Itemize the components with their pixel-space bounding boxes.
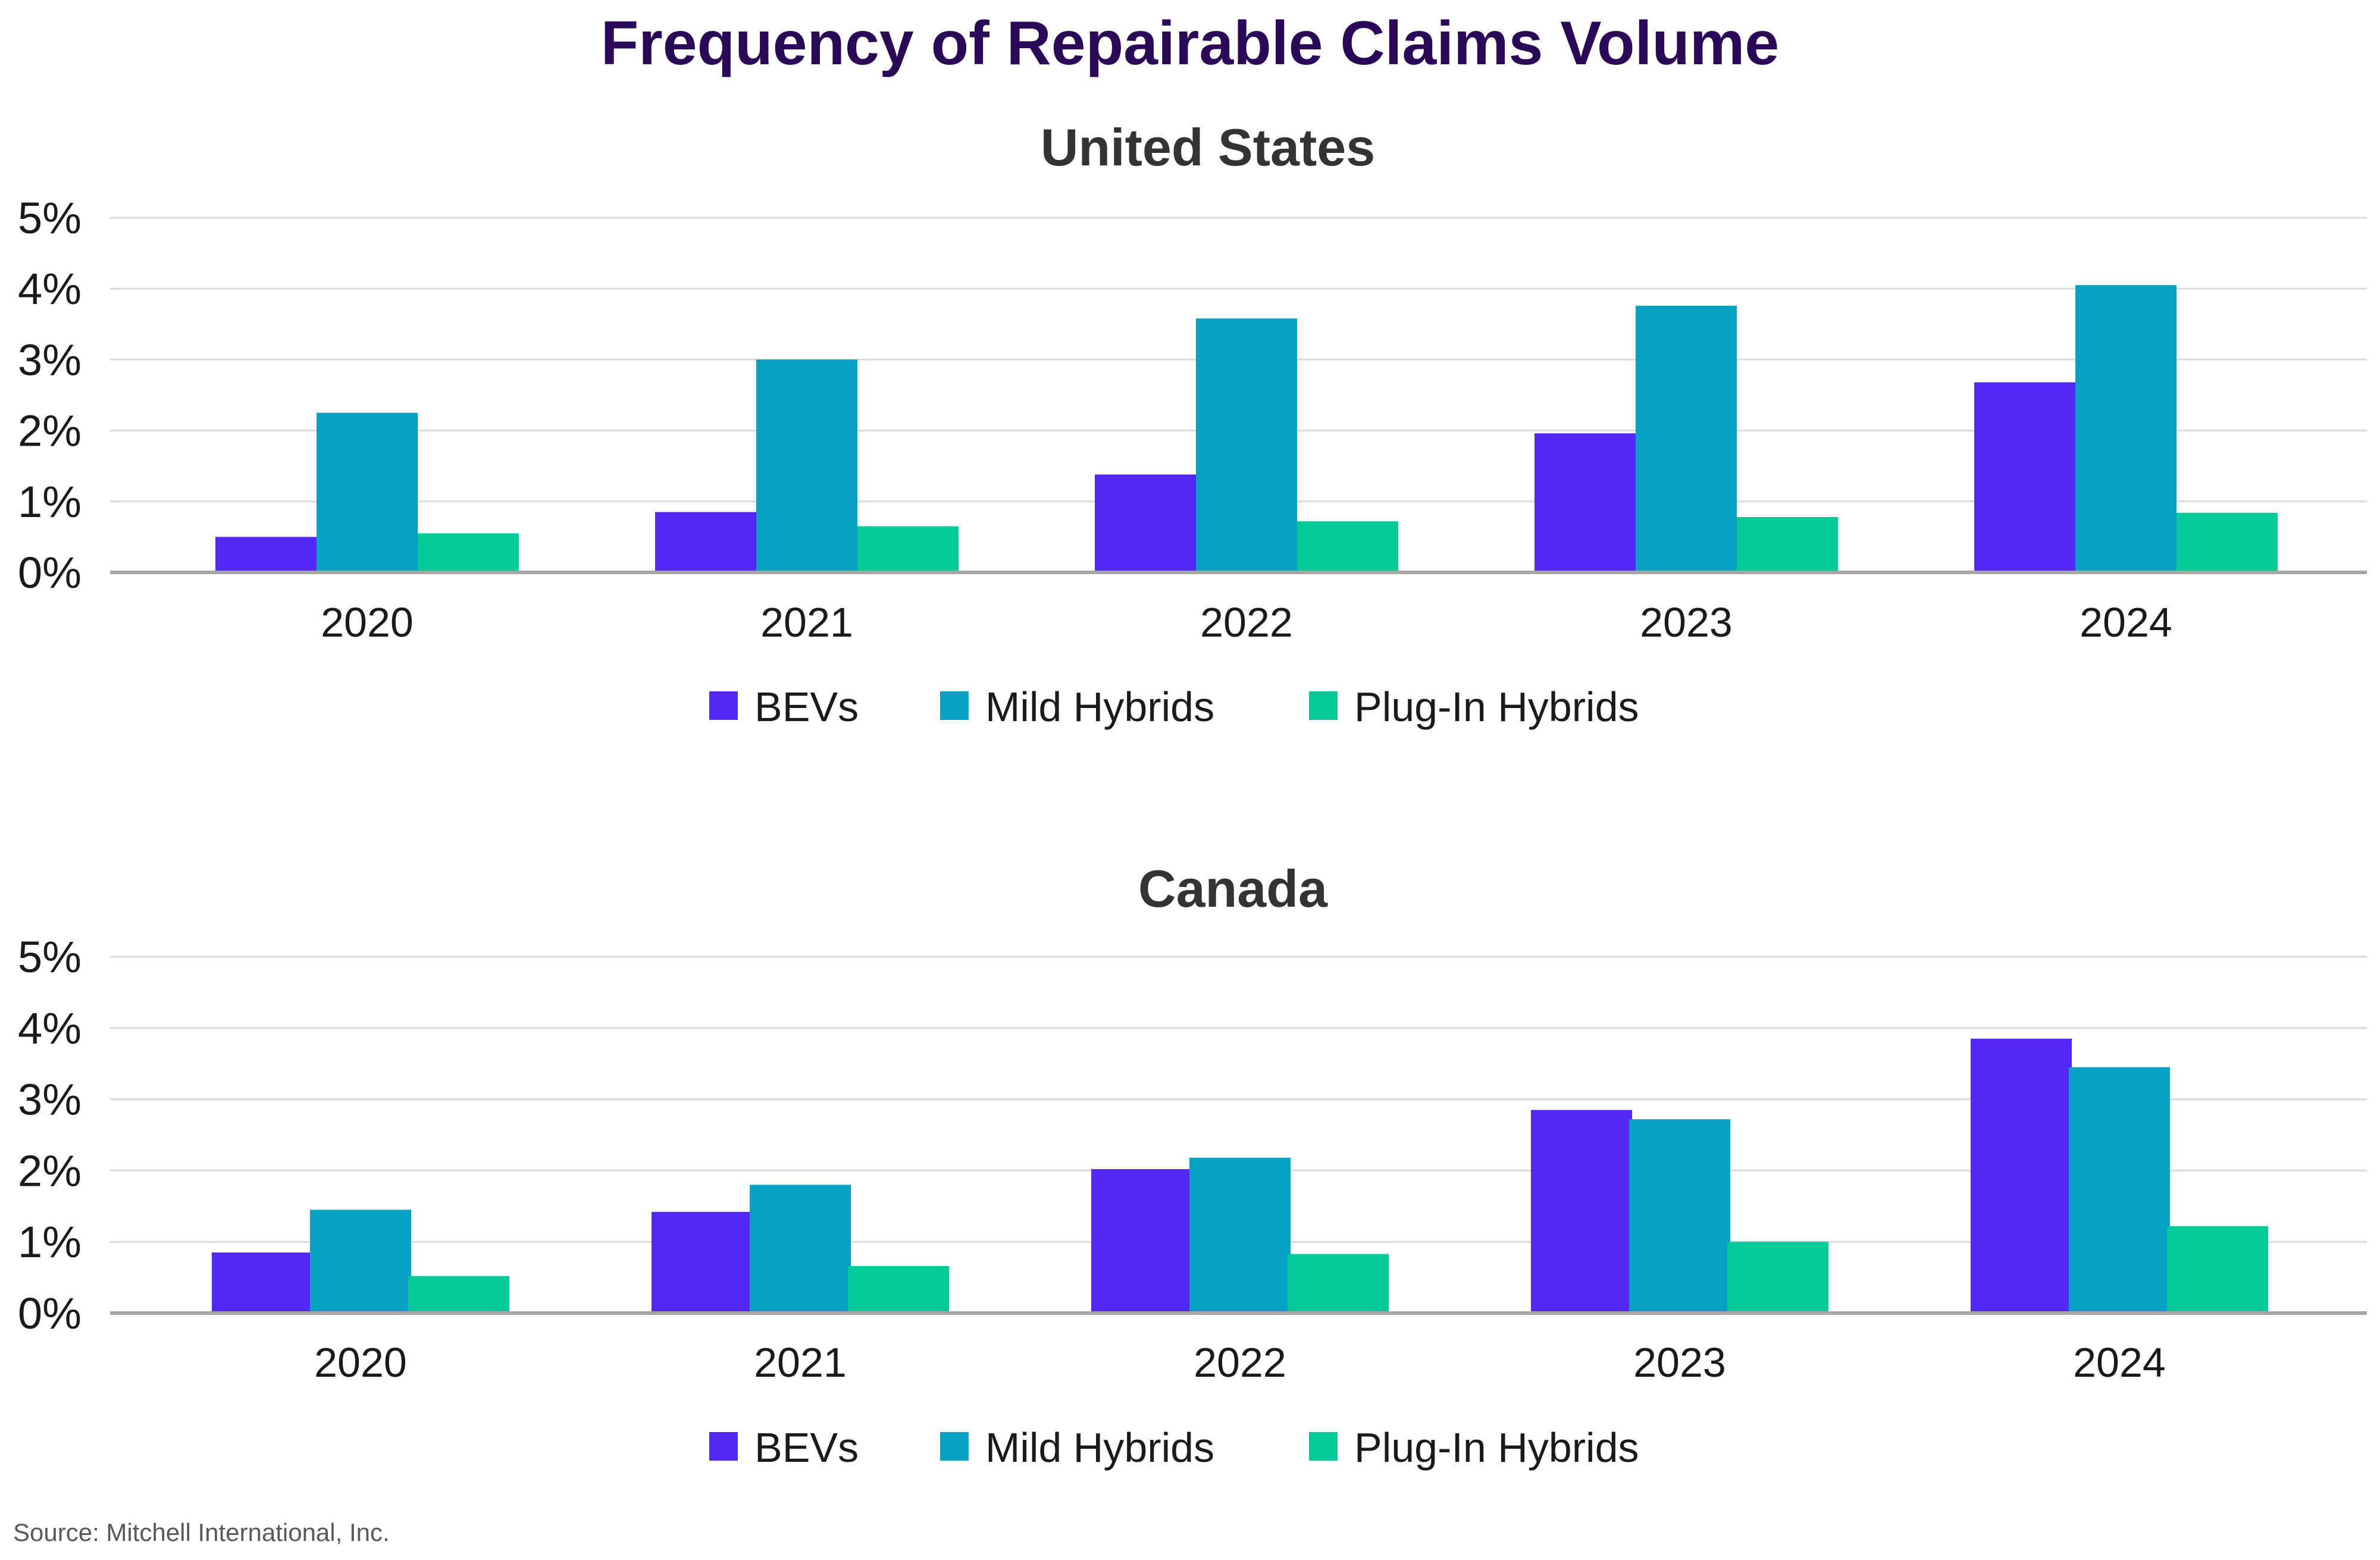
legend-swatch-canada-2: [1309, 1432, 1338, 1461]
bar-us-bevs-2020: [215, 537, 317, 572]
y-tick-label-canada: 3%: [18, 1075, 82, 1124]
bar-canada-plug-in-hybrids-2021: [848, 1265, 949, 1313]
source-note: Source: Mitchell International, Inc.: [13, 1518, 390, 1546]
legend-swatch-us-2: [1309, 691, 1338, 720]
y-tick-label-us: 4%: [18, 264, 82, 314]
bar-us-plug-in-hybrids-2023: [1737, 517, 1838, 572]
y-tick-label-canada: 2%: [18, 1146, 82, 1195]
y-tick-label-us: 3%: [18, 335, 82, 384]
y-tick-label-canada: 5%: [18, 932, 82, 982]
bar-us-bevs-2021: [655, 512, 756, 572]
y-tick-label-canada: 4%: [18, 1004, 82, 1053]
bar-canada-bevs-2020: [212, 1252, 313, 1313]
chart-subtitle-us: United States: [1041, 118, 1375, 177]
x-tick-label-us: 2023: [1640, 599, 1733, 646]
bar-us-mild-hybrids-2023: [1636, 305, 1737, 572]
bar-canada-plug-in-hybrids-2023: [1727, 1242, 1828, 1313]
legend-swatch-us-0: [709, 691, 738, 720]
chart-subtitle-canada: Canada: [1138, 859, 1328, 918]
bar-canada-mild-hybrids-2022: [1189, 1157, 1291, 1313]
bar-us-mild-hybrids-2020: [317, 412, 418, 572]
bar-canada-mild-hybrids-2024: [2069, 1067, 2170, 1313]
x-tick-label-us: 2021: [760, 599, 853, 646]
bar-us-plug-in-hybrids-2024: [2177, 512, 2278, 572]
x-tick-label-canada: 2021: [754, 1339, 847, 1386]
bar-canada-mild-hybrids-2023: [1629, 1119, 1730, 1313]
bar-canada-plug-in-hybrids-2024: [2167, 1226, 2268, 1313]
bar-us-plug-in-hybrids-2020: [418, 533, 519, 572]
bar-canada-mild-hybrids-2021: [750, 1185, 851, 1313]
bar-canada-bevs-2021: [652, 1211, 753, 1313]
x-tick-label-canada: 2024: [2073, 1339, 2166, 1386]
bar-us-mild-hybrids-2024: [2075, 285, 2177, 572]
x-tick-label-us: 2024: [2080, 599, 2172, 646]
bar-us-plug-in-hybrids-2021: [857, 526, 959, 572]
y-tick-label-us: 1%: [18, 477, 82, 527]
page-title: Frequency of Repairable Claims Volume: [600, 9, 1780, 78]
y-tick-label-us: 2%: [18, 406, 82, 456]
legend-label-canada-2: Plug-In Hybrids: [1354, 1424, 1639, 1471]
y-tick-label-us: 5%: [18, 193, 82, 243]
bar-us-plug-in-hybrids-2022: [1297, 521, 1398, 572]
bar-us-bevs-2022: [1095, 474, 1196, 572]
bar-canada-bevs-2022: [1091, 1169, 1192, 1313]
legend-label-us-1: Mild Hybrids: [985, 684, 1214, 730]
bar-us-bevs-2023: [1535, 433, 1636, 572]
bar-us-mild-hybrids-2021: [756, 359, 857, 572]
legend-swatch-canada-0: [709, 1432, 738, 1461]
bar-canada-bevs-2024: [1971, 1038, 2072, 1313]
x-tick-label-canada: 2020: [314, 1339, 407, 1386]
bar-us-mild-hybrids-2022: [1196, 318, 1297, 572]
x-tick-label-us: 2022: [1200, 599, 1293, 646]
y-tick-label-canada: 1%: [18, 1217, 82, 1267]
legend-swatch-canada-1: [940, 1432, 969, 1461]
bar-canada-plug-in-hybrids-2022: [1288, 1254, 1389, 1313]
legend-swatch-us-1: [940, 691, 969, 720]
y-tick-label-canada: 0%: [18, 1289, 82, 1338]
bar-canada-mild-hybrids-2020: [310, 1210, 411, 1313]
legend-label-us-2: Plug-In Hybrids: [1354, 684, 1639, 730]
bar-us-bevs-2024: [1974, 382, 2075, 572]
legend-label-canada-0: BEVs: [754, 1424, 859, 1471]
y-tick-label-us: 0%: [18, 548, 82, 597]
legend-label-us-0: BEVs: [754, 684, 859, 730]
x-tick-label-canada: 2023: [1633, 1339, 1726, 1386]
x-tick-label-canada: 2022: [1194, 1339, 1286, 1386]
legend-label-canada-1: Mild Hybrids: [985, 1424, 1214, 1471]
bar-canada-plug-in-hybrids-2020: [408, 1276, 509, 1313]
bar-canada-bevs-2023: [1531, 1110, 1632, 1313]
x-tick-label-us: 2020: [321, 599, 414, 646]
